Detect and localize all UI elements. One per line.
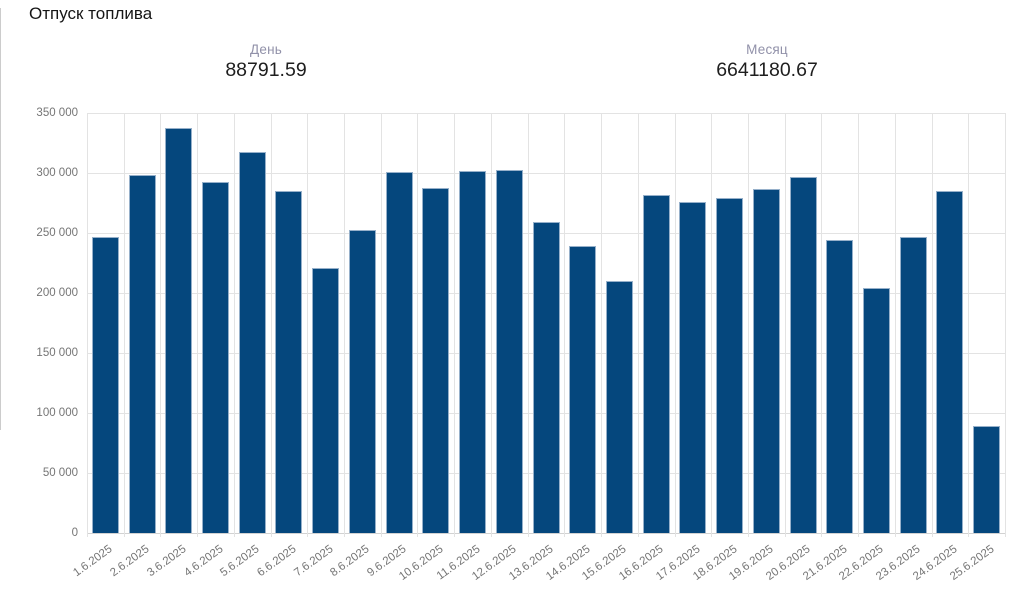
x-gridline <box>821 113 823 537</box>
x-gridline <box>601 113 603 537</box>
x-gridline <box>894 113 896 537</box>
y-axis-tick-label: 100 000 <box>36 406 78 419</box>
x-gridline <box>674 113 676 537</box>
bar[interactable] <box>275 191 303 533</box>
day-stat-value: 88791.59 <box>225 59 307 81</box>
bar[interactable] <box>899 237 927 533</box>
x-axis-tick-label: 6.6.2025 <box>255 543 299 580</box>
x-axis-tick-label: 7.6.2025 <box>291 543 336 580</box>
x-gridline <box>270 113 272 537</box>
bar[interactable] <box>495 170 523 533</box>
x-gridline <box>490 113 492 537</box>
bar[interactable] <box>238 152 266 533</box>
x-gridline <box>454 113 456 537</box>
bar[interactable] <box>348 230 376 533</box>
x-gridline <box>968 113 970 537</box>
x-gridline <box>711 113 713 537</box>
y-axis-tick-label: 0 <box>71 526 78 539</box>
y-axis-tick-label: 200 000 <box>36 286 78 299</box>
month-stat: Месяц 6641180.67 <box>716 42 818 82</box>
bar[interactable] <box>826 240 854 533</box>
month-stat-label: Месяц <box>746 42 788 57</box>
x-gridline <box>1005 113 1006 537</box>
bar[interactable] <box>789 177 817 533</box>
x-axis-tick-label: 4.6.2025 <box>181 543 226 580</box>
x-gridline <box>197 113 199 537</box>
x-gridline <box>527 113 529 537</box>
x-axis-tick-label: 5.6.2025 <box>218 543 262 580</box>
x-gridline <box>123 113 125 537</box>
x-gridline <box>564 113 566 537</box>
day-stat: День 88791.59 <box>225 42 306 82</box>
bar[interactable] <box>165 128 193 533</box>
y-axis-tick-label: 300 000 <box>36 166 78 179</box>
bar[interactable] <box>385 172 413 533</box>
bar[interactable] <box>973 426 1001 533</box>
bar[interactable] <box>569 246 597 533</box>
x-axis-tick-label: 8.6.2025 <box>328 543 372 580</box>
x-gridline <box>858 113 860 537</box>
bar[interactable] <box>862 288 890 533</box>
bar[interactable] <box>752 189 780 533</box>
x-gridline <box>87 113 88 537</box>
y-axis-tick-label: 50 000 <box>42 466 78 479</box>
bar[interactable] <box>936 191 964 533</box>
x-axis-tick-label: 2.6.2025 <box>108 543 152 580</box>
y-gridline <box>87 533 1005 534</box>
x-axis-tick-label: 3.6.2025 <box>145 543 189 580</box>
x-gridline <box>160 113 162 537</box>
x-gridline <box>784 113 786 537</box>
x-axis-tick-label: 1.6.2025 <box>71 543 115 580</box>
bar[interactable] <box>605 281 633 533</box>
y-gridline <box>87 113 1005 114</box>
y-axis-tick-label: 350 000 <box>36 106 78 119</box>
bar[interactable] <box>91 237 119 533</box>
y-axis-tick-label: 150 000 <box>36 346 78 359</box>
bar[interactable] <box>128 175 156 533</box>
bar[interactable] <box>202 182 230 533</box>
chart-title: Отпуск топлива <box>29 4 153 23</box>
y-axis-tick-label: 250 000 <box>36 226 78 239</box>
day-stat-label: День <box>250 42 282 57</box>
x-gridline <box>747 113 749 537</box>
x-gridline <box>233 113 235 537</box>
bar[interactable] <box>422 188 450 533</box>
bar[interactable] <box>312 268 340 533</box>
x-gridline <box>380 113 382 537</box>
bar[interactable] <box>459 171 487 533</box>
panel-edge-line <box>0 8 1 430</box>
x-gridline <box>307 113 309 537</box>
bar[interactable] <box>532 222 560 533</box>
x-gridline <box>417 113 419 537</box>
month-stat-value: 6641180.67 <box>716 59 818 81</box>
bar[interactable] <box>679 202 707 533</box>
x-gridline <box>637 113 639 537</box>
x-gridline <box>931 113 933 537</box>
y-gridline <box>87 173 1005 174</box>
bar[interactable] <box>642 195 670 533</box>
x-gridline <box>344 113 346 537</box>
bar[interactable] <box>716 198 744 533</box>
